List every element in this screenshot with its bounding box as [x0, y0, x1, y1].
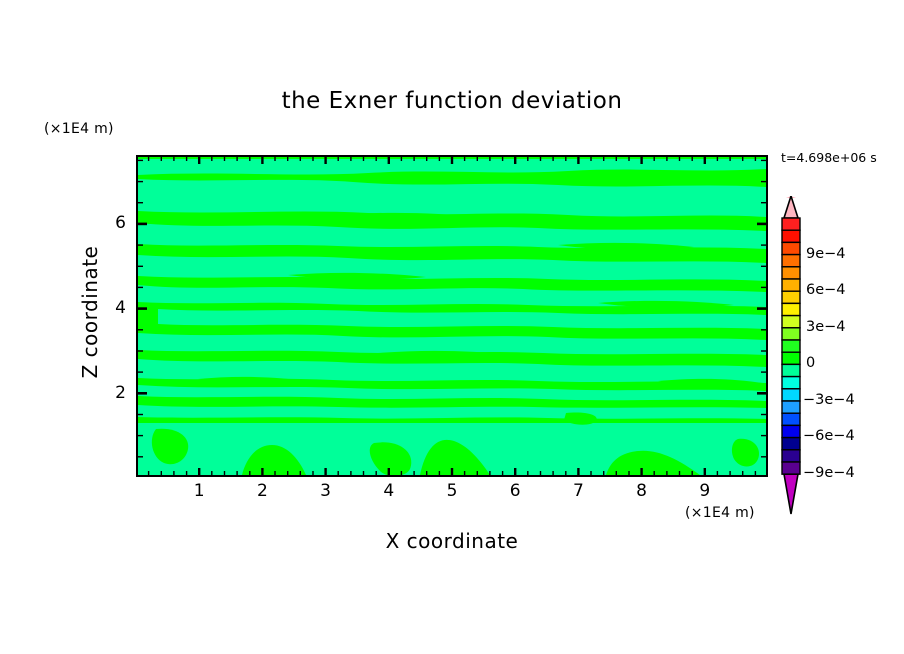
- y-tick-label: 2: [115, 383, 126, 403]
- x-tick-label: 6: [509, 481, 521, 501]
- colorbar-tick-label: 3e−4: [806, 319, 846, 335]
- y-tick-label: 4: [115, 298, 126, 318]
- x-tick-label: 3: [320, 481, 331, 501]
- y-axis-unit-label: (×1E4 m): [44, 121, 114, 137]
- page-title: the Exner function deviation: [281, 88, 623, 114]
- contour-plot-area[interactable]: [136, 155, 768, 477]
- x-tick-label: 4: [383, 481, 395, 501]
- x-tick-label: 2: [256, 481, 268, 501]
- colorbar-tick-label: −3e−4: [803, 392, 855, 408]
- colorbar-tick-label: −6e−4: [803, 428, 855, 444]
- x-axis-unit-label: (×1E4 m): [685, 505, 755, 521]
- x-axis-title: X coordinate: [385, 529, 519, 553]
- colorbar-tick-label: −9e−4: [803, 465, 855, 481]
- x-tick-label: 7: [572, 481, 584, 501]
- y-tick-label: 6: [115, 213, 126, 233]
- colorbar-tick-label: 6e−4: [806, 282, 846, 298]
- colorbar[interactable]: 9e−4 6e−4 3e−4 0 −3e−4 −6e−4 −9e−4: [770, 193, 855, 516]
- x-tick-label: 1: [193, 481, 205, 501]
- contour-field: [138, 157, 766, 475]
- x-tick-label: 9: [699, 481, 711, 501]
- colorbar-tick-label: 0: [806, 355, 816, 371]
- x-tick-label: 8: [636, 481, 647, 501]
- colorbar-swatches: [781, 193, 801, 515]
- x-tick-label: 5: [446, 481, 458, 501]
- time-stamp-label: t=4.698e+06 s: [781, 150, 877, 165]
- y-axis-title: Z coordinate: [78, 245, 102, 379]
- colorbar-tick-label: 9e−4: [806, 246, 846, 262]
